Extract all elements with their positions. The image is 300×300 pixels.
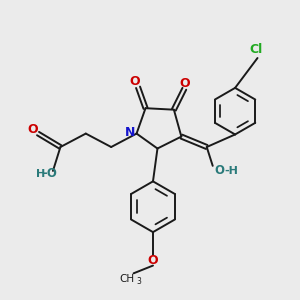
Text: -O: -O <box>42 167 57 180</box>
Text: Cl: Cl <box>249 44 262 56</box>
Text: CH: CH <box>119 274 135 284</box>
Text: N: N <box>125 126 135 139</box>
Text: O: O <box>180 77 190 90</box>
Text: -H: -H <box>224 166 238 176</box>
Text: O: O <box>129 75 140 88</box>
Text: O: O <box>148 254 158 267</box>
Text: 3: 3 <box>136 277 141 286</box>
Text: O: O <box>214 164 224 177</box>
Text: H: H <box>36 169 45 179</box>
Text: O: O <box>27 124 38 136</box>
